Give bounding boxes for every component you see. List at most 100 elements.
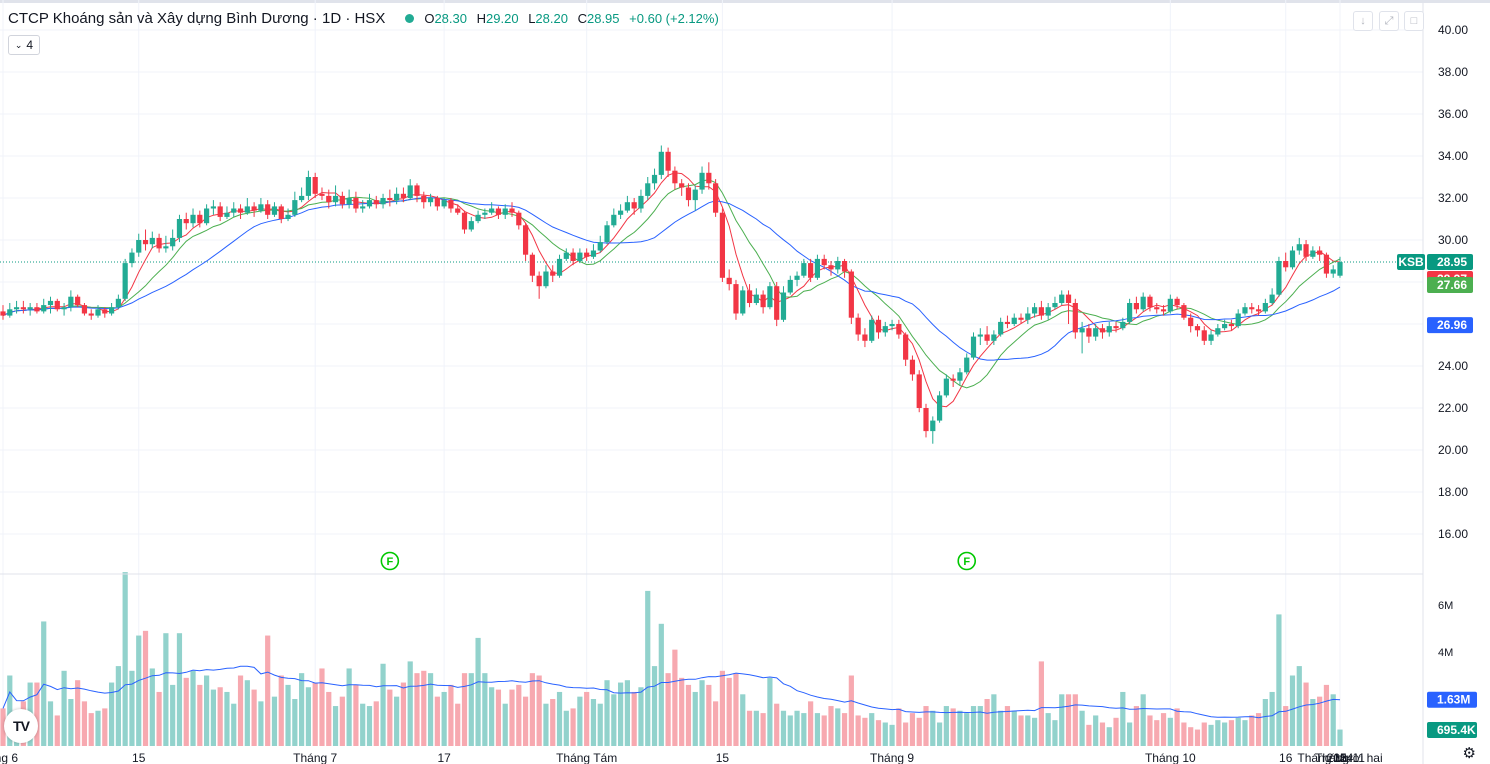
candle-body	[244, 206, 250, 213]
volume-bar	[237, 675, 244, 746]
volume-bar	[387, 689, 393, 746]
volume-bar	[808, 701, 814, 746]
candle-body	[1004, 321, 1011, 324]
arrow-down-icon[interactable]: ↓	[1353, 11, 1373, 31]
candle-body	[285, 214, 291, 219]
tradingview-logo[interactable]: TV	[4, 709, 38, 743]
volume-bar	[1228, 720, 1235, 746]
gear-icon[interactable]: ⚙	[1462, 745, 1476, 762]
volume-bar	[1276, 614, 1282, 746]
candle-body	[41, 305, 47, 312]
volume-bar	[163, 633, 169, 746]
candle-body	[380, 198, 386, 205]
candle-body	[1079, 328, 1085, 333]
volume-bar	[665, 673, 671, 746]
candle-body	[733, 284, 739, 314]
volume-bar	[1283, 706, 1289, 746]
volume-bar	[1052, 720, 1058, 746]
volume-bar	[1045, 713, 1051, 746]
candle-body	[916, 374, 922, 408]
candle-body	[780, 292, 787, 320]
candle-body	[1235, 313, 1241, 327]
volume-bar	[1174, 708, 1180, 746]
volume-bar	[142, 630, 149, 746]
candle-body	[170, 237, 176, 247]
volume-bar	[1133, 706, 1139, 746]
candle-body	[149, 237, 155, 245]
volume-bar	[251, 689, 257, 746]
candle-body	[726, 277, 732, 285]
market-status-icon	[405, 14, 415, 23]
volume-bar	[312, 682, 318, 746]
price-label-box	[1427, 254, 1473, 271]
symbol-title[interactable]: CTCP Khoáng sản và Xây dựng Bình Dương ·…	[8, 10, 386, 27]
candle-body	[882, 326, 888, 333]
volume-bar	[339, 696, 345, 746]
volume-bar	[977, 706, 983, 746]
candle-body	[821, 258, 827, 266]
candle-body	[102, 309, 108, 314]
volume-bar	[332, 706, 339, 746]
candle-body	[699, 172, 705, 190]
volume-bar	[516, 684, 522, 746]
volume-bar	[543, 703, 549, 746]
candle-body	[1154, 307, 1160, 310]
volume-bar	[1093, 715, 1099, 746]
candle-body	[672, 170, 678, 184]
candle-body	[570, 252, 576, 261]
indicators-toggle-button[interactable]: ⌄ 4	[8, 35, 40, 55]
volume-bar	[129, 670, 135, 746]
low-value: 28.20	[535, 11, 568, 26]
volume-bar	[550, 699, 556, 746]
event-marker-label: F	[963, 556, 970, 568]
volume-bar	[563, 710, 569, 746]
restore-icon[interactable]: □	[1404, 11, 1424, 31]
candle-body	[787, 279, 793, 293]
candle-body	[923, 408, 929, 432]
candle-body	[278, 206, 284, 219]
candle-body	[529, 254, 535, 276]
candle-body	[319, 193, 325, 196]
expand-icon[interactable]: ⤢	[1379, 11, 1399, 31]
volume-bar	[794, 710, 800, 746]
event-marker	[380, 551, 400, 571]
candle-body	[13, 307, 20, 310]
candle-body	[176, 219, 183, 238]
candle-body	[862, 334, 868, 341]
volume-bar	[421, 670, 427, 746]
volume-bar	[828, 706, 834, 746]
candle-body	[835, 261, 841, 270]
candle-body	[658, 151, 664, 175]
candle-body	[142, 240, 149, 245]
candle-body	[1337, 262, 1343, 276]
volume-bar	[936, 722, 943, 746]
candle-body	[801, 263, 807, 276]
volume-bar	[1194, 729, 1201, 746]
candle-body	[577, 252, 583, 261]
volume-bar	[1160, 713, 1167, 746]
volume-bar	[991, 694, 997, 746]
candle-body	[1147, 296, 1153, 308]
candle-body	[414, 185, 420, 196]
volume-bar	[1120, 691, 1126, 746]
time-tick-label: 15	[1333, 751, 1347, 764]
candle-body	[590, 250, 597, 257]
candle-body	[943, 378, 949, 396]
candle-body	[54, 300, 60, 310]
volume-bar	[495, 689, 502, 746]
time-tick-label: Tháng Mười hai	[1297, 751, 1382, 764]
time-tick-label: 15	[716, 751, 730, 764]
candle-body	[1059, 294, 1065, 303]
volume-bar	[346, 668, 352, 746]
candle-body	[7, 309, 13, 316]
volume-bar	[699, 680, 705, 746]
volume-bar	[611, 694, 617, 746]
volume-bar	[299, 673, 305, 746]
candle-body	[903, 334, 909, 360]
volume-bar	[984, 699, 990, 746]
candle-body	[1065, 294, 1072, 303]
price-tick-label: 22.00	[1438, 401, 1468, 415]
candle-body	[156, 237, 162, 249]
candle-body	[400, 193, 407, 198]
